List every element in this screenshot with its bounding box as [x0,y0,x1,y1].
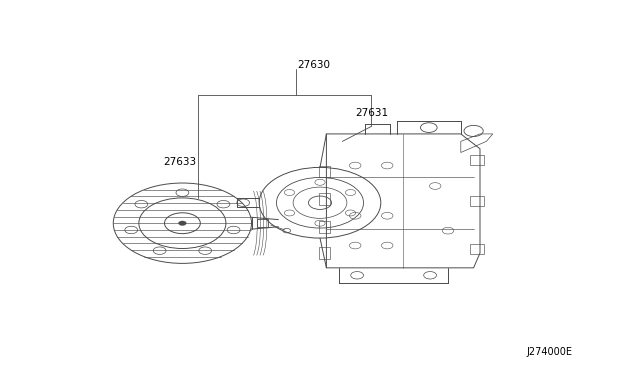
Bar [319,193,330,205]
Bar [257,219,268,227]
Bar [319,221,330,232]
Text: 27633: 27633 [163,157,196,167]
Text: J274000E: J274000E [527,347,573,356]
Bar [319,166,330,177]
Bar [319,247,330,259]
Text: 27631: 27631 [355,109,388,118]
Text: 27630: 27630 [298,60,331,70]
Bar [470,155,484,165]
Bar [470,244,484,254]
Bar [470,196,484,206]
Circle shape [179,221,186,225]
